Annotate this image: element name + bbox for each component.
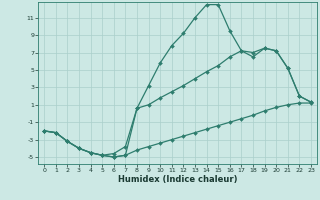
X-axis label: Humidex (Indice chaleur): Humidex (Indice chaleur) (118, 175, 237, 184)
